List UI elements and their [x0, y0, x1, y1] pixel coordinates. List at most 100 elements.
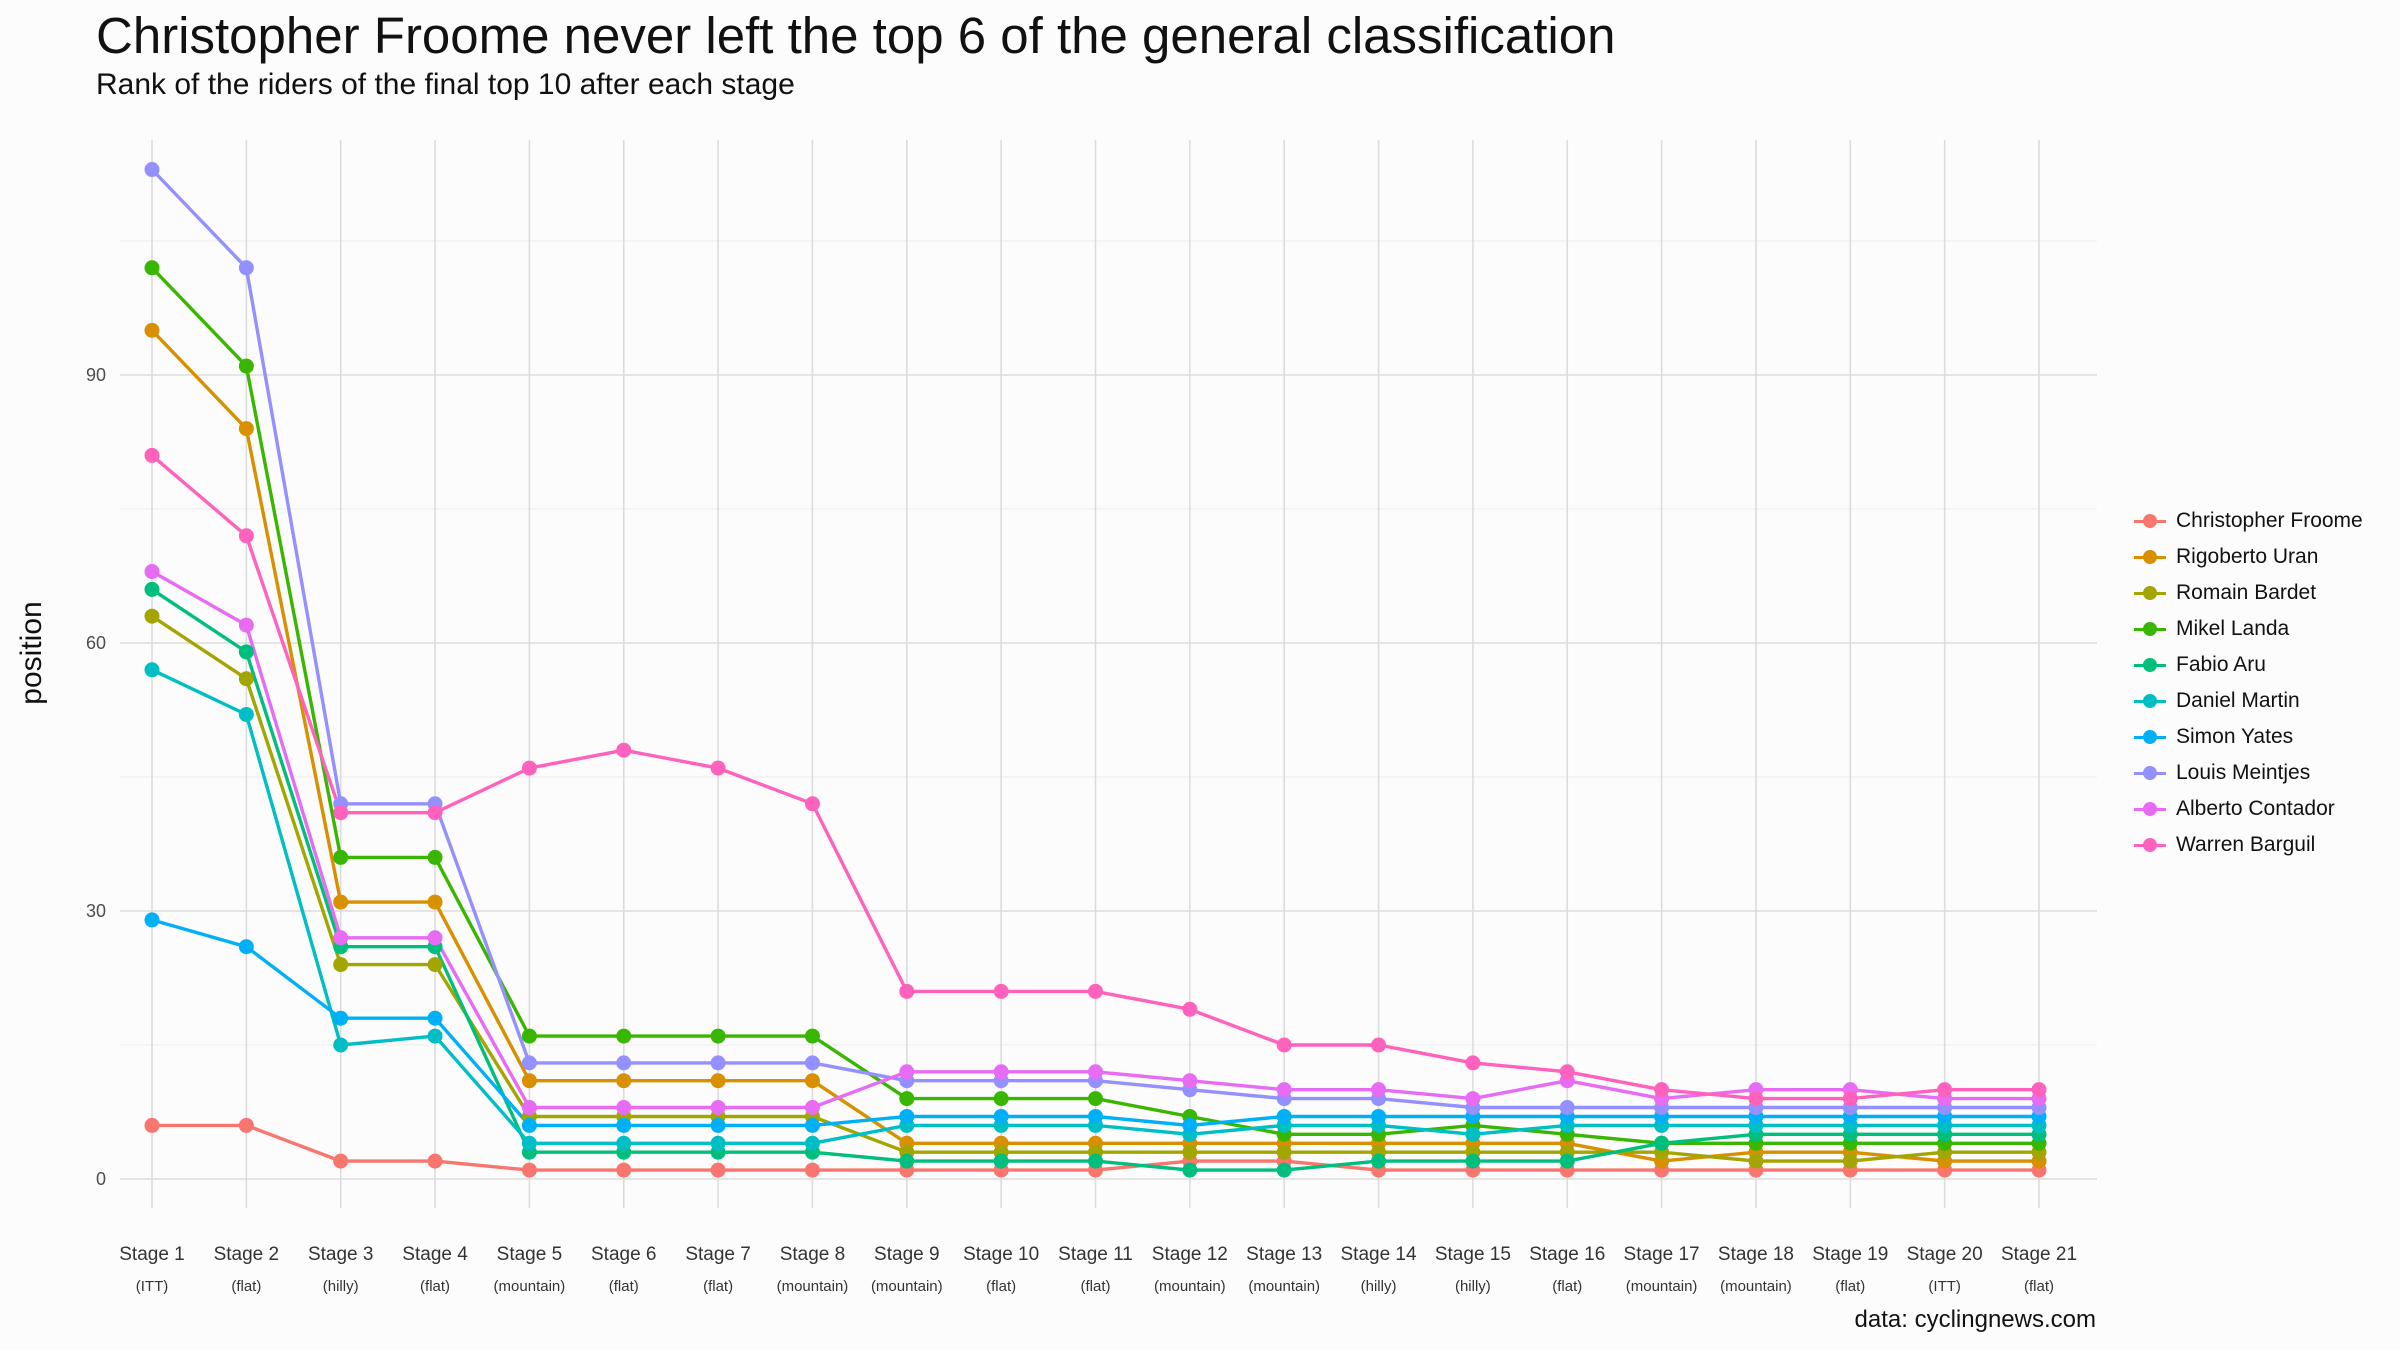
data-point [710, 1028, 726, 1044]
data-point [2031, 1082, 2047, 1098]
data-point [1182, 1144, 1198, 1160]
legend-label: Alberto Contador [2176, 797, 2335, 820]
data-point [144, 581, 160, 597]
data-point [238, 421, 254, 437]
data-point [1559, 1064, 1575, 1080]
data-point [899, 983, 915, 999]
x-tick-label: Stage 9 [874, 1244, 940, 1265]
data-point [993, 1108, 1009, 1124]
y-tick-label: 60 [86, 633, 106, 653]
x-tick-sublabel: (hilly) [1455, 1278, 1491, 1295]
data-point [144, 564, 160, 580]
x-tick-label: Stage 19 [1812, 1244, 1888, 1265]
x-tick-sublabel: (ITT) [136, 1278, 168, 1295]
data-point [899, 1153, 915, 1169]
x-tick-label: Stage 16 [1529, 1244, 1605, 1265]
data-point [1088, 1091, 1103, 1107]
legend-label: Fabio Aru [2176, 653, 2266, 676]
data-point [804, 1135, 820, 1151]
data-point [1465, 1055, 1481, 1071]
legend-item: Simon Yates [2132, 719, 2363, 755]
data-point [1182, 1073, 1198, 1089]
data-point [238, 1117, 254, 1133]
legend-key [2132, 583, 2168, 603]
series-points [144, 162, 2047, 1178]
data-point [1088, 983, 1103, 999]
data-point [710, 1073, 726, 1089]
data-point [804, 1100, 820, 1116]
legend-item: Rigoberto Uran [2132, 539, 2363, 575]
line-chart: 0 30 60 90 Stage 1 (ITT) Stage 2 (flat) Stage 3… [86, 140, 2097, 1295]
data-point [333, 1037, 349, 1053]
data-point [993, 983, 1009, 999]
data-point [333, 930, 349, 946]
legend-item: Daniel Martin [2132, 683, 2363, 719]
x-tick-label: Stage 11 [1058, 1244, 1133, 1265]
data-point [521, 1135, 537, 1151]
data-point [521, 1162, 537, 1178]
x-tick-label: Stage 18 [1718, 1244, 1794, 1265]
data-point [333, 894, 349, 910]
y-tick-label: 0 [96, 1169, 106, 1189]
x-tick-sublabel: (mountain) [1720, 1278, 1792, 1295]
data-point [710, 1162, 726, 1178]
data-point [144, 447, 160, 463]
x-tick-label: Stage 6 [591, 1244, 657, 1265]
x-tick-sublabel: (mountain) [1248, 1278, 1320, 1295]
x-tick-sublabel: (mountain) [494, 1278, 566, 1295]
legend-item: Louis Meintjes [2132, 755, 2363, 791]
data-point [521, 1028, 537, 1044]
x-tick-label: Stage 13 [1246, 1244, 1322, 1265]
data-point [1088, 1108, 1103, 1124]
x-tick-sublabel: (flat) [609, 1278, 639, 1295]
data-point [804, 1117, 820, 1133]
legend-key [2132, 727, 2168, 747]
x-tick-sublabel: (mountain) [871, 1278, 943, 1295]
data-point [1371, 1108, 1387, 1124]
data-point [1465, 1126, 1481, 1142]
data-point [899, 1064, 915, 1080]
data-point [1182, 1162, 1198, 1178]
data-point [1937, 1082, 1953, 1098]
legend-label: Simon Yates [2176, 725, 2294, 748]
data-point [427, 957, 443, 973]
data-point [1465, 1091, 1481, 1107]
chart-subtitle: Rank of the riders of the final top 10 a… [96, 68, 795, 101]
data-point [521, 1055, 537, 1071]
x-tick-label: Stage 7 [685, 1244, 751, 1265]
data-point [710, 1055, 726, 1071]
x-tick-sublabel: (mountain) [777, 1278, 849, 1295]
x-tick-label: Stage 12 [1152, 1244, 1228, 1265]
data-point [427, 1153, 443, 1169]
data-point [521, 760, 537, 776]
x-tick-sublabel: (flat) [703, 1278, 733, 1295]
legend-key [2132, 511, 2168, 531]
data-point [144, 322, 160, 338]
data-point [427, 894, 443, 910]
data-point [804, 1073, 820, 1089]
data-point [1748, 1091, 1764, 1107]
data-point [427, 930, 443, 946]
data-point [804, 1055, 820, 1071]
y-tick-label: 30 [86, 901, 106, 921]
data-point [427, 1010, 443, 1026]
data-point [1654, 1082, 1670, 1098]
data-point [1559, 1153, 1575, 1169]
data-point [521, 1117, 537, 1133]
data-point [333, 957, 349, 973]
data-point [710, 1100, 726, 1116]
data-point [238, 671, 254, 687]
data-point [710, 1135, 726, 1151]
legend: Christopher Froome Rigoberto Uran Romain B… [2132, 503, 2363, 863]
x-tick-sublabel: (flat) [420, 1278, 450, 1295]
data-point [1654, 1135, 1670, 1151]
data-point [144, 912, 160, 928]
data-point [238, 706, 254, 722]
data-point [427, 849, 443, 865]
data-point [1276, 1144, 1292, 1160]
data-point [1371, 1153, 1387, 1169]
data-point [899, 1108, 915, 1124]
data-point [1088, 1064, 1103, 1080]
x-tick-label: Stage 4 [402, 1244, 468, 1265]
data-point [521, 1073, 537, 1089]
